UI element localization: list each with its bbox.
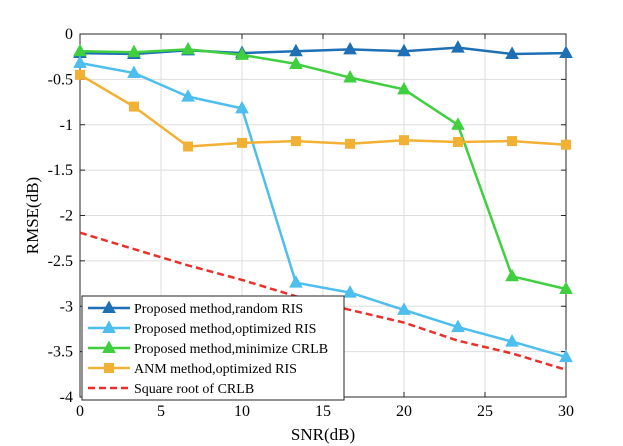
data-point <box>507 136 518 147</box>
legend-entry: Proposed method,minimize CRLB <box>88 340 328 357</box>
data-point <box>75 69 85 80</box>
x-tick-label: 5 <box>157 403 165 420</box>
data-point <box>452 136 463 147</box>
data-point <box>505 46 519 59</box>
data-point <box>73 55 87 69</box>
legend-marker <box>102 300 116 313</box>
legend-label: Proposed method,random RIS <box>134 302 303 317</box>
legend-label: Proposed method,minimize CRLB <box>134 342 328 357</box>
y-tick-label: -2.5 <box>48 253 73 270</box>
y-axis-label: RMSE(dB) <box>23 177 42 254</box>
y-tick-label: -2 <box>60 208 73 225</box>
data-point <box>561 139 571 150</box>
series-2 <box>73 55 573 363</box>
data-point <box>128 101 139 112</box>
data-point <box>289 275 303 288</box>
data-point <box>127 44 141 58</box>
x-axis-label: SNR(dB) <box>291 425 355 444</box>
data-point <box>235 100 249 114</box>
data-point <box>397 81 411 95</box>
data-point <box>505 268 519 282</box>
y-tick-label: -1.5 <box>48 162 73 179</box>
data-point <box>290 136 301 147</box>
legend-label: Proposed method,optimized RIS <box>134 322 316 337</box>
x-tick-label: 0 <box>76 403 84 420</box>
legend-marker <box>102 320 116 333</box>
series-4 <box>75 69 571 152</box>
series-3 <box>73 41 573 295</box>
data-point <box>559 281 573 295</box>
legend-entry: ANM method,optimized RIS <box>88 362 297 377</box>
axis-ticks: 0 5 10 15 20 25 30 0 -0.5 -1 -1.5 -2 -2.5 -3 -3.5 -4 <box>48 26 574 420</box>
x-tick-label: 20 <box>396 403 412 420</box>
x-tick-label: 10 <box>234 403 250 420</box>
data-point <box>397 302 411 315</box>
data-point <box>559 45 573 59</box>
data-point <box>559 349 573 363</box>
x-tick-label: 15 <box>315 403 331 420</box>
x-tick-label: 30 <box>558 403 574 420</box>
legend: Proposed method,random RIS Proposed metho… <box>81 295 345 401</box>
y-tick-label: -1 <box>60 117 73 134</box>
series-line <box>79 48 567 291</box>
data-point <box>399 135 409 146</box>
y-tick-label: -3.5 <box>48 344 73 361</box>
data-point <box>181 41 195 55</box>
data-point <box>289 56 303 69</box>
data-point <box>183 141 194 152</box>
data-point <box>451 40 465 53</box>
legend-marker <box>104 363 114 373</box>
data-point <box>127 65 141 79</box>
data-point <box>505 334 519 347</box>
legend-entry: Square root of CRLB <box>88 382 254 397</box>
data-point <box>451 117 465 130</box>
y-tick-label: -4 <box>60 389 73 406</box>
data-point <box>451 319 465 333</box>
y-tick-label: -0.5 <box>48 71 73 88</box>
legend-entry: Proposed method,random RIS <box>88 300 303 317</box>
y-tick-label: -3 <box>60 298 73 315</box>
data-point <box>237 137 247 148</box>
series-line <box>79 73 567 148</box>
legend-entry: Proposed method,optimized RIS <box>88 320 316 337</box>
data-point <box>343 70 357 83</box>
data-point <box>289 43 303 57</box>
legend-label: Square root of CRLB <box>134 382 254 397</box>
data-series <box>73 40 573 371</box>
data-point <box>397 43 411 57</box>
legend-label: ANM method,optimized RIS <box>134 362 297 377</box>
data-point <box>343 285 357 298</box>
data-point <box>235 47 249 60</box>
data-point <box>345 138 356 149</box>
data-point <box>343 41 357 55</box>
x-tick-label: 25 <box>477 403 493 420</box>
y-tick-label: 0 <box>65 26 73 43</box>
data-point <box>73 43 87 57</box>
data-point <box>181 89 195 102</box>
series-line <box>79 46 567 56</box>
series-line <box>79 61 567 359</box>
legend-marker <box>102 340 116 353</box>
